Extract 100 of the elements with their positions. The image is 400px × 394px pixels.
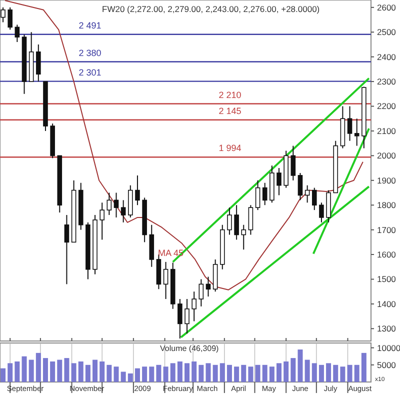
bar <box>192 361 197 382</box>
bar <box>142 366 148 382</box>
bar <box>184 363 190 382</box>
ref-line-label: 1 994 <box>218 143 242 154</box>
candlestick <box>347 106 352 142</box>
candlestick <box>36 44 41 82</box>
candlestick <box>248 204 254 236</box>
candlestick <box>354 118 360 146</box>
bar <box>284 361 289 382</box>
bar <box>206 363 211 382</box>
candlestick <box>14 24 20 43</box>
bar <box>64 358 70 382</box>
bar <box>347 364 352 382</box>
y-tick-label: 2200 <box>377 101 396 112</box>
bar <box>212 364 218 382</box>
bar <box>340 366 346 382</box>
bar <box>57 360 62 382</box>
text: FW20 (2,272.00, 2,279.00, 2,243.00, 2,276.00, +28.0000) <box>102 4 320 14</box>
bar <box>255 364 260 382</box>
candlestick <box>184 298 190 334</box>
bar <box>50 361 56 382</box>
candlestick <box>319 202 324 223</box>
candlestick <box>106 192 112 216</box>
candlestick <box>241 224 246 250</box>
candlestick <box>198 278 204 307</box>
line-series <box>4 0 364 290</box>
bar <box>42 358 48 382</box>
candlestick <box>206 276 211 298</box>
bar <box>304 360 310 382</box>
candlestick <box>100 202 104 240</box>
bar <box>114 366 119 382</box>
bar <box>177 361 182 382</box>
bar <box>354 364 360 382</box>
chart-title: Volume (46,309) <box>160 344 220 353</box>
bar <box>326 363 332 382</box>
bar <box>248 366 254 382</box>
y-tick-label: 1500 <box>377 274 396 284</box>
y-tick-label: 2300 <box>377 76 396 87</box>
candlestick <box>227 207 232 236</box>
candlestick <box>8 6 13 30</box>
bar <box>128 373 133 382</box>
candlestick <box>304 184 310 204</box>
bar <box>241 364 246 382</box>
bar <box>14 361 20 382</box>
bar <box>8 363 13 382</box>
bar <box>134 368 140 382</box>
y-tick-label: 1300 <box>377 324 396 334</box>
bar <box>71 363 76 382</box>
bar <box>220 363 225 382</box>
candlestick <box>276 168 282 196</box>
y-tick-label: 2400 <box>377 52 396 62</box>
ref-line-label: 2 210 <box>218 90 242 100</box>
bar <box>198 364 204 382</box>
candlestick <box>312 187 317 211</box>
candlestick <box>262 182 268 206</box>
ref-line-label: 2 491 <box>78 20 102 30</box>
y-tick-label: 1600 <box>377 249 396 260</box>
y-tick-label: 2100 <box>377 126 396 136</box>
bar <box>226 364 232 382</box>
bar <box>22 356 27 382</box>
bar <box>120 372 126 382</box>
bar <box>333 364 338 382</box>
ref-line-label: 2 145 <box>218 106 242 116</box>
bar <box>234 366 240 382</box>
candlestick <box>114 192 119 218</box>
y-tick-label: 1900 <box>377 175 396 186</box>
candlestick <box>120 200 126 223</box>
bar <box>106 364 112 382</box>
bar <box>269 366 274 382</box>
y-tick-label: 2000 <box>377 150 396 161</box>
candlestick <box>135 174 140 206</box>
y-tick-label: 2600 <box>377 2 396 12</box>
candlestick <box>255 180 260 211</box>
candlestick <box>192 291 196 322</box>
bar <box>361 352 366 382</box>
candlestick <box>178 298 182 340</box>
bar <box>298 350 303 382</box>
bar <box>0 368 6 382</box>
y-tick-label: 1400 <box>377 298 396 309</box>
bar <box>92 360 98 382</box>
candlestick <box>64 214 70 285</box>
bar <box>276 363 282 382</box>
candlestick <box>163 261 168 300</box>
bar <box>262 364 268 382</box>
bar <box>149 366 154 382</box>
bar <box>156 364 162 382</box>
y-tick-label: 1700 <box>377 224 396 235</box>
bar <box>78 361 84 382</box>
bar <box>85 364 90 382</box>
y-tick-label: 5000 <box>377 360 396 370</box>
ref-line-label: 2 301 <box>78 67 102 78</box>
bar <box>312 363 317 382</box>
bar <box>36 352 41 382</box>
candlestick <box>290 145 296 181</box>
y-tick-label: 10000 <box>377 342 400 353</box>
bar <box>290 358 296 382</box>
y-tick-label: 1800 <box>377 200 396 210</box>
bar <box>100 361 105 382</box>
candlestick <box>234 204 239 240</box>
bar <box>170 363 176 382</box>
